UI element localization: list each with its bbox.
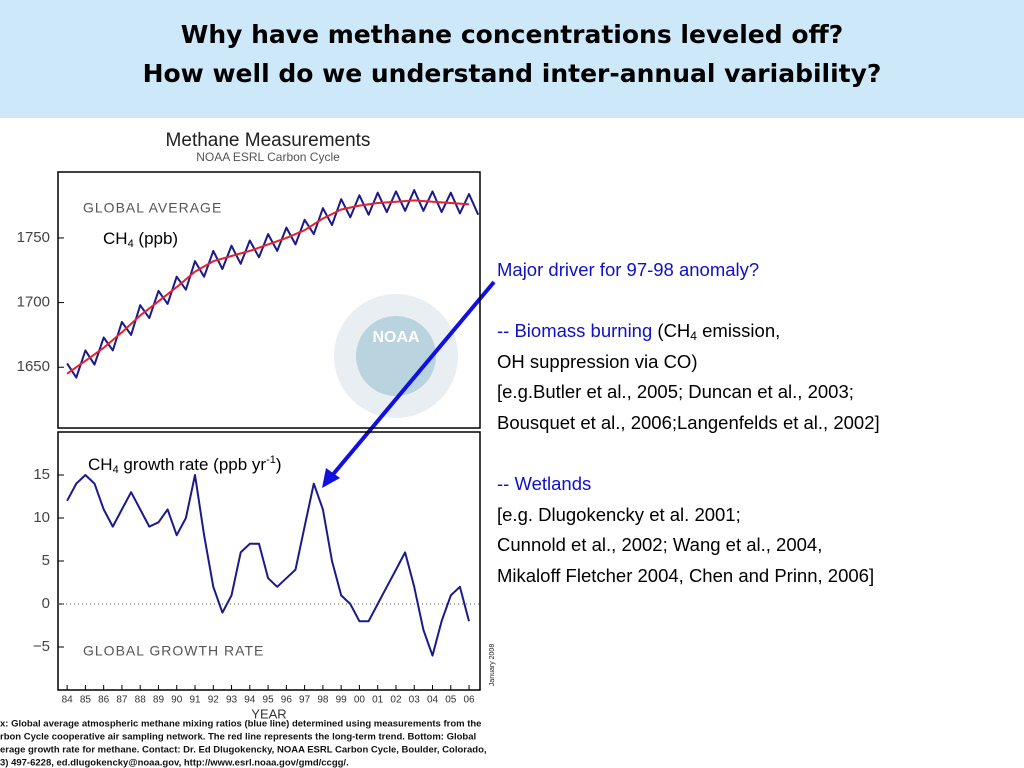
arrow-line — [328, 280, 496, 480]
data-line — [66, 474, 470, 657]
x-axis-label: YEAR — [251, 706, 286, 721]
text-line: [e.g.Butler et al., 2005; Duncan et al.,… — [497, 381, 854, 403]
series-label: CH4 growth rate (ppb yr-1) — [88, 454, 282, 476]
figure-title: Methane Measurements — [166, 130, 371, 151]
text-line: OH suppression via CO) — [497, 350, 698, 372]
x-tick-label: 98 — [317, 695, 329, 706]
arrow — [322, 280, 496, 488]
y-tick-label: 1700 — [17, 294, 50, 311]
plot-frame — [57, 171, 481, 429]
text-line: Mikaloff Fletcher 2004, Chen and Prinn, … — [497, 564, 875, 586]
side-text: Major driver for 97-98 anomaly? -- Bioma… — [497, 255, 880, 592]
title-line: How well do we understand inter-annual v… — [142, 59, 882, 88]
title-line: Why have methane concentrations leveled … — [180, 20, 844, 49]
x-tick-label: 87 — [116, 695, 128, 706]
caption-line: 3) 497-6228, ed.dlugokencky@noaa.gov, ht… — [0, 758, 349, 768]
x-tick-label: 00 — [354, 695, 366, 706]
x-tick-label: 86 — [98, 695, 110, 706]
x-tick-label: 95 — [263, 695, 275, 706]
y-tick-label: 1650 — [17, 358, 50, 375]
label-part: (ppb) — [134, 229, 178, 248]
date-stamp: January 2008 — [489, 644, 496, 687]
x-tick-label: 99 — [336, 695, 348, 706]
label-part: -1 — [266, 454, 276, 466]
y-tick-label: −5 — [33, 638, 50, 655]
text-sub: 4 — [690, 329, 697, 344]
arrow-head — [322, 468, 340, 488]
logo-disc — [356, 316, 436, 396]
text-span: -- Biomass burning — [497, 320, 653, 342]
text-span: emission, — [696, 320, 781, 342]
label-part: 4 — [128, 238, 134, 250]
x-tick-label: 97 — [299, 695, 311, 706]
caption: x: Global average atmospheric methane mi… — [0, 719, 487, 768]
x-tick-label: 92 — [208, 695, 220, 706]
text-line: Bousquet et al., 2006;Langenfelds et al.… — [497, 411, 880, 433]
series-label: CH4 (ppb) — [103, 229, 178, 249]
x-tick-label: 06 — [463, 695, 475, 706]
annotation: GLOBAL AVERAGE — [83, 200, 222, 216]
y-tick-label: 1750 — [17, 229, 50, 246]
x-tick-label: 02 — [390, 695, 402, 706]
x-tick-label: 01 — [372, 695, 384, 706]
caption-line: rbon Cycle cooperative air sampling netw… — [0, 732, 476, 743]
x-tick-label: 94 — [244, 695, 256, 706]
x-tick-label: 85 — [80, 695, 92, 706]
text-line: Cunnold et al., 2002; Wang et al., 2004, — [497, 534, 823, 556]
x-tick-label: 96 — [281, 695, 293, 706]
header: Why have methane concentrations leveled … — [0, 0, 1024, 118]
logo-text: NOAA — [372, 329, 420, 346]
text-line: -- Biomass burning (CH4 emission, — [497, 316, 880, 347]
x-tick-label: 04 — [427, 695, 439, 706]
y-tick-label: 5 — [42, 552, 50, 569]
text-span: (CH — [652, 320, 691, 342]
x-tick-label: 91 — [189, 695, 201, 706]
text-line: -- Wetlands — [497, 473, 592, 495]
x-tick-label: 03 — [409, 695, 421, 706]
x-tick-label: 89 — [153, 695, 165, 706]
annotation: GLOBAL GROWTH RATE — [83, 643, 264, 659]
caption-line: erage growth rate for methane. Contact: … — [0, 745, 487, 756]
label-part: CH — [88, 455, 113, 474]
spacer — [497, 286, 880, 317]
x-tick-label: 88 — [135, 695, 147, 706]
label-part: ) — [276, 455, 282, 474]
spacer — [497, 439, 880, 470]
x-tick-label: 05 — [445, 695, 457, 706]
label-part: growth rate (ppb yr — [119, 455, 267, 474]
label-part: 4 — [113, 464, 119, 476]
y-tick-label: 0 — [42, 595, 50, 612]
x-tick-label: 90 — [171, 695, 183, 706]
text-line: [e.g. Dlugokencky et al. 2001; — [497, 503, 741, 525]
label-part: CH — [103, 229, 128, 248]
y-tick-label: 15 — [33, 466, 50, 483]
figure-subtitle: NOAA ESRL Carbon Cycle — [196, 150, 340, 164]
x-tick-label: 84 — [62, 695, 74, 706]
text-line: Major driver for 97-98 anomaly? — [497, 259, 760, 280]
data-line — [66, 199, 470, 375]
x-tick-label: 93 — [226, 695, 238, 706]
y-tick-label: 10 — [33, 509, 50, 526]
caption-line: x: Global average atmospheric methane mi… — [0, 719, 481, 730]
